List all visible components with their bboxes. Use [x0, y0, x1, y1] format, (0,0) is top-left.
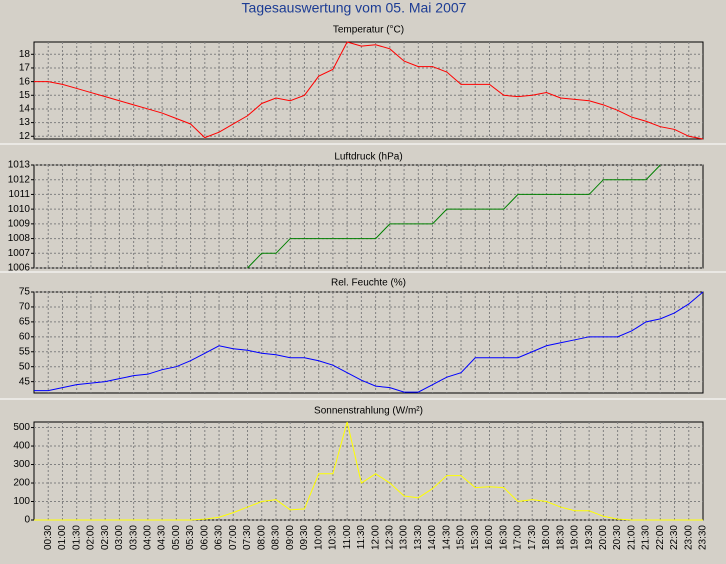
x-tick-label: 03:30 [128, 525, 139, 550]
x-tick-label: 18:00 [541, 525, 552, 550]
x-tick-label: 19:30 [584, 525, 595, 550]
y-tick-label: 1013 [8, 160, 31, 171]
x-tick-label: 09:00 [285, 525, 296, 550]
x-tick-label: 02:00 [86, 525, 97, 550]
y-tick-label: 400 [13, 441, 30, 452]
x-tick-label: 17:00 [513, 525, 524, 550]
x-tick-label: 23:00 [683, 525, 694, 550]
y-tick-label: 0 [24, 515, 30, 526]
y-tick-label: 300 [13, 459, 30, 470]
plot-area [33, 41, 704, 140]
x-tick-label: 14:30 [441, 525, 452, 550]
y-tick-label: 1006 [8, 263, 31, 274]
y-tick-label: 1009 [8, 218, 31, 229]
x-tick-label: 10:30 [328, 525, 339, 550]
y-tick-label: 1008 [8, 233, 31, 244]
x-tick-label: 12:30 [384, 525, 395, 550]
plot-area [33, 421, 704, 521]
y-tick-label: 16 [19, 76, 31, 87]
x-tick-label: 19:00 [570, 525, 581, 550]
y-tick-label: 1012 [8, 174, 31, 185]
panel-title: Rel. Feuchte (%) [331, 278, 406, 289]
data-line [34, 291, 704, 393]
y-tick-label: 1011 [8, 189, 30, 200]
x-tick-label: 15:00 [456, 525, 467, 550]
x-tick-label: 04:30 [157, 525, 168, 550]
x-tick-label: 22:30 [669, 525, 680, 550]
x-tick-label: 16:30 [498, 525, 509, 550]
x-tick-label: 05:30 [185, 525, 196, 550]
data-line [34, 421, 703, 521]
y-tick-label: 55 [19, 346, 31, 357]
y-tick-label: 12 [19, 131, 31, 142]
y-tick-label: 70 [19, 302, 31, 313]
x-tick-label: 01:30 [71, 525, 82, 550]
x-tick-label: 03:00 [114, 525, 125, 550]
x-tick-label: 11:00 [342, 525, 353, 550]
x-tick-label: 01:00 [57, 525, 68, 550]
plot-area [33, 164, 704, 269]
x-tick-label: 00:30 [43, 525, 54, 550]
x-tick-label: 08:30 [271, 525, 282, 550]
y-tick-label: 200 [13, 478, 30, 489]
x-tick-label: 14:00 [427, 525, 438, 550]
x-tick-label: 10:00 [313, 525, 324, 550]
y-tick-label: 65 [19, 317, 31, 328]
y-tick-label: 1010 [8, 204, 31, 215]
data-line [34, 41, 704, 140]
x-tick-label: 12:00 [370, 525, 381, 550]
y-tick-label: 14 [19, 104, 31, 115]
x-tick-label: 15:30 [470, 525, 481, 550]
x-tick-label: 06:30 [214, 525, 225, 550]
x-tick-label: 20:00 [598, 525, 609, 550]
y-tick-label: 18 [19, 49, 31, 60]
x-tick-label: 05:00 [171, 525, 182, 550]
plot-area [33, 291, 704, 394]
y-tick-label: 100 [13, 496, 30, 507]
x-tick-label: 21:30 [641, 525, 652, 550]
y-tick-label: 45 [19, 376, 31, 387]
x-tick-label: 23:30 [698, 525, 709, 550]
x-tick-label: 20:30 [612, 525, 623, 550]
x-tick-label: 04:00 [143, 525, 154, 550]
x-tick-label: 06:00 [199, 525, 210, 550]
x-tick-label: 08:00 [256, 525, 267, 550]
x-tick-label: 07:00 [228, 525, 239, 550]
x-tick-label: 07:30 [242, 525, 253, 550]
panel-title: Temperatur (°C) [333, 25, 404, 36]
y-tick-label: 13 [19, 117, 31, 128]
chart-title: Tagesauswertung vom 05. Mai 2007 [242, 0, 467, 16]
x-tick-label: 13:00 [399, 525, 410, 550]
panel-title: Luftdruck (hPa) [334, 152, 402, 163]
y-tick-label: 17 [19, 63, 31, 74]
x-tick-label: 13:30 [413, 525, 424, 550]
x-tick-label: 22:00 [655, 525, 666, 550]
x-tick-label: 02:30 [100, 525, 111, 550]
x-tick-label: 16:00 [484, 525, 495, 550]
y-tick-label: 60 [19, 331, 31, 342]
y-tick-label: 15 [19, 90, 31, 101]
x-tick-label: 18:30 [555, 525, 566, 550]
y-tick-label: 1007 [8, 248, 31, 259]
x-tick-label: 11:30 [356, 525, 367, 550]
y-tick-label: 500 [13, 422, 30, 433]
x-tick-label: 17:30 [527, 525, 538, 550]
y-tick-label: 50 [19, 361, 31, 372]
data-line [247, 164, 661, 269]
x-tick-label: 21:00 [626, 525, 637, 550]
y-tick-label: 75 [19, 287, 31, 298]
x-tick-label: 09:30 [299, 525, 310, 550]
panel-title: Sonnenstrahlung (W/m²) [314, 406, 423, 417]
